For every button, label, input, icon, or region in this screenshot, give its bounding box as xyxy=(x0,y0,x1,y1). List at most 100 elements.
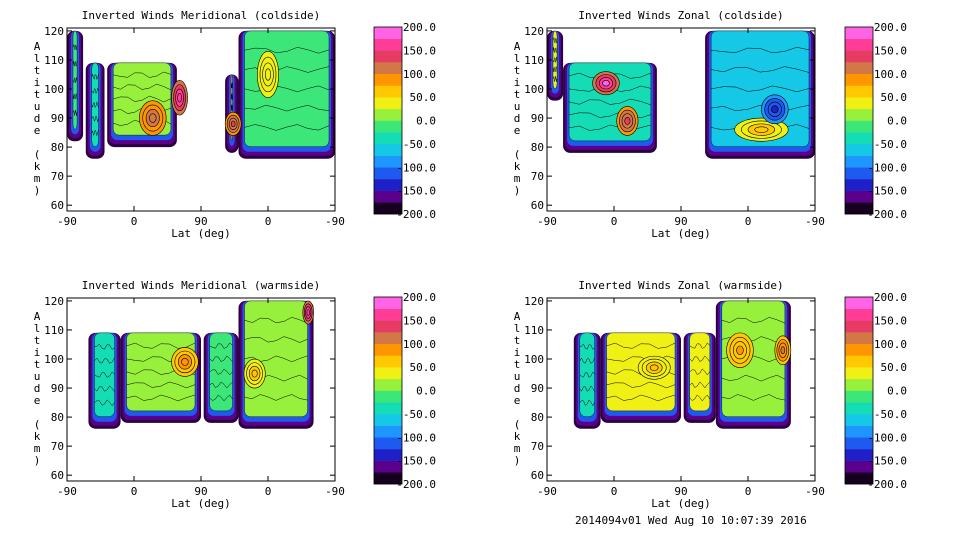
contour-feature xyxy=(602,79,610,87)
contour-feature xyxy=(177,93,182,103)
contour-band xyxy=(689,332,711,412)
colorbar-tick-label: 0.0 xyxy=(416,115,436,128)
x-axis-label: Lat (deg) xyxy=(651,227,711,240)
y-tick-label: 60 xyxy=(531,469,544,482)
x-tick-label: -90 xyxy=(805,215,825,228)
colorbar-tick-label: -150.0 xyxy=(396,455,436,468)
contour-line xyxy=(689,394,711,402)
y-tick-label: 100 xyxy=(44,83,64,96)
contour-line xyxy=(91,114,99,122)
colorbar-swatch xyxy=(845,320,873,333)
colorbar-swatch xyxy=(374,97,402,110)
colorbar-swatch xyxy=(845,437,873,450)
contour-feature xyxy=(780,346,786,355)
contour-feature xyxy=(771,105,779,114)
colorbar-tick-label: 0.0 xyxy=(887,385,907,398)
colorbar-tick-label: -150.0 xyxy=(396,185,436,198)
contour-line xyxy=(721,374,786,382)
x-tick-label: 0 xyxy=(745,215,752,228)
contour-line xyxy=(113,71,171,78)
chart-panel-1: Inverted Winds Meridional (coldside) -90 0… xyxy=(34,9,436,240)
x-axis-label: Lat (deg) xyxy=(651,497,711,510)
y-tick-label: 90 xyxy=(531,382,544,395)
colorbar-swatch xyxy=(374,190,402,203)
colorbar-tick-label: 0.0 xyxy=(887,115,907,128)
x-tick-label: 90 xyxy=(194,485,207,498)
colorbar-tick-label: -150.0 xyxy=(867,185,907,198)
colorbar-tick-label: -50.0 xyxy=(874,138,907,151)
contour-line xyxy=(689,355,711,363)
y-tick-label: 80 xyxy=(51,141,64,154)
colorbar-tick-label: 150.0 xyxy=(874,314,907,327)
contour-line xyxy=(94,399,115,407)
contour-line xyxy=(579,385,595,392)
y-tick-label: 110 xyxy=(44,324,64,337)
contour-feature xyxy=(736,345,744,355)
x-tick-label: 0 xyxy=(611,485,618,498)
colorbar-frame xyxy=(844,26,874,215)
contour-line xyxy=(113,95,172,103)
colorbar-frame xyxy=(844,296,874,485)
y-tick-label: 110 xyxy=(524,54,544,67)
colorbar-tick-label: -200.0 xyxy=(396,208,436,221)
colorbar-tick-label: -100.0 xyxy=(867,431,907,444)
colorbar-tick-label: 50.0 xyxy=(881,361,908,374)
contour-line xyxy=(689,381,710,389)
colorbar-swatch xyxy=(374,355,402,368)
colorbar-tick-label: -50.0 xyxy=(403,138,436,151)
x-tick-label: 0 xyxy=(131,485,138,498)
colorbar-swatch xyxy=(845,402,873,415)
y-tick-label: 100 xyxy=(524,353,544,366)
chart-title: Inverted Winds Zonal (warmside) xyxy=(578,279,783,292)
colorbar-tick-label: -50.0 xyxy=(403,408,436,421)
colorbar-tick-label: 50.0 xyxy=(410,91,437,104)
chart-panel-3: Inverted Winds Meridional (warmside) -90 0… xyxy=(34,279,436,510)
colorbar-swatch xyxy=(374,378,402,391)
colorbar-tick-label: -100.0 xyxy=(867,161,907,174)
colorbar-swatch xyxy=(374,437,402,450)
colorbar-swatch xyxy=(845,62,873,75)
y-tick-label: 80 xyxy=(51,411,64,424)
colorbar-tick-label: 100.0 xyxy=(874,338,907,351)
colorbar-swatch xyxy=(845,38,873,51)
contour-line xyxy=(244,47,330,54)
colorbar-frame xyxy=(373,296,403,485)
y-tick-label: 60 xyxy=(51,199,64,212)
y-tick-label: 110 xyxy=(524,324,544,337)
contour-feature xyxy=(306,309,310,316)
contour-line xyxy=(606,355,676,362)
contour-band xyxy=(209,332,233,412)
colorbar-tick-label: -150.0 xyxy=(867,455,907,468)
contour-line xyxy=(579,371,595,378)
contour-line xyxy=(552,47,558,54)
colorbar-swatch xyxy=(845,108,873,121)
x-tick-label: -90 xyxy=(537,215,557,228)
colorbar-tick-label: -100.0 xyxy=(396,161,436,174)
contour-line xyxy=(689,368,710,376)
colorbar-swatch xyxy=(374,308,402,321)
contour-line xyxy=(552,76,558,83)
colorbar-swatch xyxy=(845,413,873,426)
colorbar-swatch xyxy=(845,73,873,86)
colorbar: 200.0 150.0 100.0 50.0 0.0 -50.0 -100.0 -150.0 -… xyxy=(373,21,437,221)
colorbar-tick-label: 150.0 xyxy=(874,44,907,57)
colorbar-swatch xyxy=(374,85,402,98)
contour-line xyxy=(606,381,676,389)
y-tick-label: 70 xyxy=(531,170,544,183)
colorbar-swatch xyxy=(374,448,402,461)
chart-panel-4: Inverted Winds Zonal (warmside) -90 0 90 0 -9… xyxy=(514,279,907,510)
contour-line xyxy=(244,355,308,363)
colorbar-swatch xyxy=(374,460,402,473)
colorbar-tick-label: 100.0 xyxy=(403,338,436,351)
colorbar-swatch xyxy=(374,132,402,145)
colorbar-swatch xyxy=(845,202,873,215)
contour-line xyxy=(721,317,785,324)
plot-area xyxy=(67,30,335,159)
contour-line xyxy=(72,44,78,51)
colorbar-swatch xyxy=(374,367,402,380)
contour-line xyxy=(552,66,558,73)
contour-line xyxy=(209,355,233,363)
